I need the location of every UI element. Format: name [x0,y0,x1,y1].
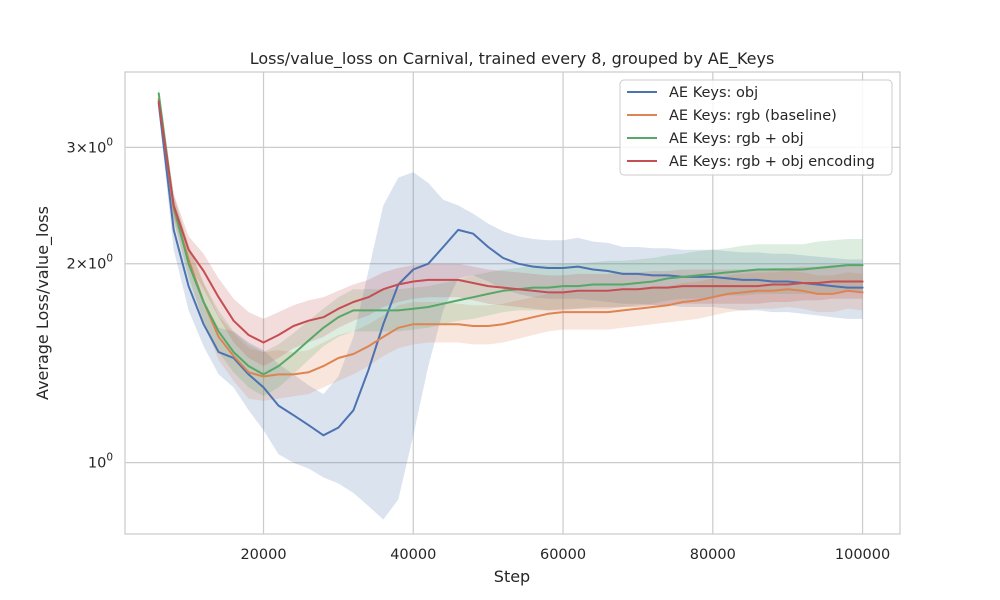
chart-title: Loss/value_loss on Carnival, trained eve… [250,49,775,69]
y-axis-title: Average Loss/value_loss [33,206,53,400]
y-tick-label: 2×100 [66,253,113,273]
y-tick-exponent: 0 [106,253,113,265]
plot-frame [124,71,901,535]
y-tick-label: 100 [88,452,113,472]
x-tick-labels: 20000 40000 60000 80000 100000 [240,547,890,563]
band-ae-keys-obj [158,95,863,520]
x-tick-label: 100000 [835,547,890,563]
y-tick-exponent: 0 [106,136,113,148]
legend: AE Keys: obj AE Keys: rgb (baseline) AE Ke… [619,79,893,176]
y-tick-base: 10 [88,456,106,472]
legend-box [619,79,893,176]
line-ae-keys-obj [157,102,864,437]
x-tick-label: 40000 [390,547,436,563]
legend-label: AE Keys: rgb + obj encoding [669,154,875,170]
x-tick-label: 80000 [690,547,736,563]
x-tick-label: 60000 [540,547,586,563]
y-tick-exponent: 0 [106,452,113,464]
y-tick-base: 2×10 [66,257,106,273]
legend-label: AE Keys: obj [669,85,758,101]
series-lines [157,92,864,437]
y-tick-base: 3×10 [66,140,106,156]
line-ae-keys-rgb-obj-encoding [157,100,864,344]
x-axis-title: Step [494,567,530,586]
band-ae-keys-rgb-baseline [158,91,863,401]
y-tick-label: 3×100 [66,136,113,156]
line-ae-keys-rgb-baseline [157,98,864,378]
line-ae-keys-rgb-obj [157,92,864,376]
band-ae-keys-rgb-obj-encoding [158,93,863,367]
legend-label: AE Keys: rgb + obj [669,131,804,147]
x-tick-label: 20000 [240,547,286,563]
legend-label: AE Keys: rgb (baseline) [669,108,837,124]
